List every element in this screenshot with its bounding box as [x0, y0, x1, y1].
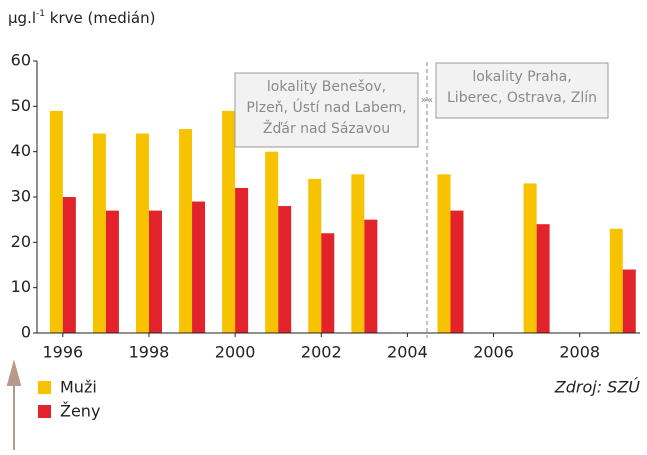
bar — [609, 228, 623, 333]
annotation-box — [435, 62, 609, 119]
x-tick-label: 2002 — [301, 343, 342, 362]
bar — [308, 178, 322, 333]
y-label-rest: krve (medián) — [45, 9, 155, 27]
bar — [523, 183, 537, 333]
annotation: lokality Benešov, Plzeň, Ústí nad Labem, Ž… — [234, 72, 419, 148]
divider-arrows: »« — [421, 95, 433, 106]
annotation-line: lokality Benešov, — [267, 79, 386, 95]
annotation: lokality Praha, Liberec, Ostrava, Zlín — [435, 62, 609, 119]
x-tick-label: 1998 — [129, 343, 170, 362]
bar — [278, 206, 292, 333]
y-tick-label: 50 — [11, 96, 31, 115]
bar — [192, 201, 206, 333]
bar — [364, 219, 378, 333]
bar — [62, 197, 76, 333]
bar — [622, 269, 636, 333]
annotation-line: Žďár nad Sázavou — [263, 119, 390, 137]
source: Zdroj: SZÚ — [554, 378, 641, 397]
bar — [321, 233, 335, 333]
y-tick-label: 60 — [11, 51, 31, 70]
bar — [105, 210, 119, 333]
bar — [235, 187, 249, 333]
bar — [49, 110, 63, 333]
legend-label: Muži — [60, 378, 97, 397]
x-tick-label: 2000 — [215, 343, 256, 362]
x-tick-label: 2008 — [559, 343, 600, 362]
legend-label: Ženy — [60, 402, 100, 421]
x-tick-label: 2006 — [473, 343, 514, 362]
annotation-line: Plzeň, Ústí nad Labem, — [246, 98, 406, 116]
y-label-unit: µg.l — [8, 9, 36, 27]
x-tick-label: 2004 — [387, 343, 428, 362]
bar — [265, 151, 279, 333]
bar — [351, 174, 365, 333]
bar — [450, 210, 464, 333]
y-tick-label: 0 — [21, 323, 31, 342]
bar — [536, 224, 550, 333]
y-tick-label: 40 — [11, 141, 31, 160]
legend-swatch — [38, 381, 51, 394]
bar — [222, 110, 236, 333]
bar — [92, 133, 106, 333]
decor-arrow — [6, 359, 22, 450]
annotation-box — [234, 72, 419, 148]
bar — [179, 129, 193, 333]
bar — [135, 133, 149, 333]
annotation-line: Liberec, Ostrava, Zlín — [447, 90, 597, 106]
y-axis-label: µg.l-1 krve (medián) — [8, 9, 155, 27]
y-tick-label: 10 — [11, 277, 31, 296]
bar — [148, 210, 162, 333]
y-tick-label: 20 — [11, 232, 31, 251]
legend-swatch — [38, 405, 51, 418]
y-tick-label: 30 — [11, 187, 31, 206]
bar — [437, 174, 451, 333]
y-label-exponent: -1 — [36, 9, 45, 19]
x-tick-label: 1996 — [42, 343, 83, 362]
annotation-line: lokality Praha, — [472, 69, 571, 85]
